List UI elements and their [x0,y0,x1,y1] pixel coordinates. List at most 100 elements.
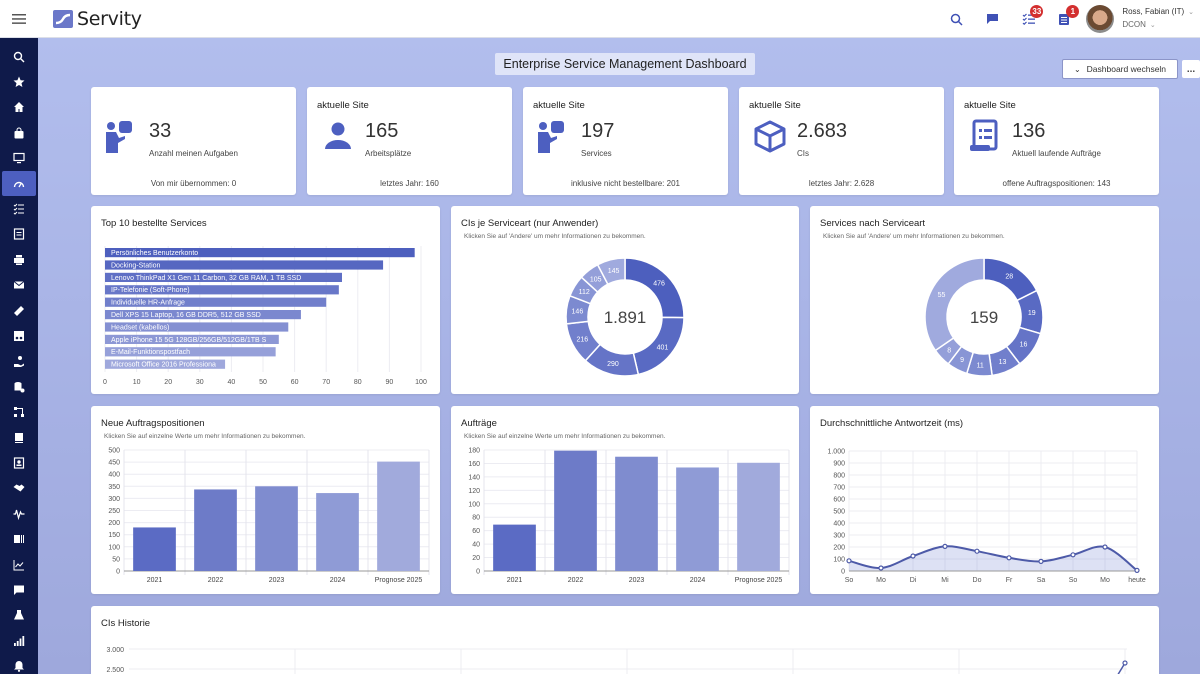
ci-history-card: CIs Historie 3.000 2.500 [91,606,1159,674]
gauge-icon [13,181,25,187]
kpi-card[interactable]: aktuelle Site 136 Aktuell laufende Aufträg… [954,87,1159,195]
ticket-icon [14,305,24,316]
x-tick-label: So [845,577,854,584]
bar [105,334,279,344]
sidebar-item-monitoring[interactable] [0,501,38,526]
orders-chart: 0 20 40 60 80 100 120 140 160 180 2021 2022 2023 2024… [468,448,790,584]
kpi-card[interactable]: aktuelle Site 2.683 CIs letztes Jahr: 2.628 [739,87,944,195]
sidebar-item-tasks[interactable] [0,196,38,221]
series-line [1117,662,1126,674]
data-point[interactable] [910,553,916,559]
x-tick-label: 90 [386,379,394,386]
sidebar-item-reports[interactable] [0,552,38,577]
donut-slice[interactable] [924,257,985,352]
kpi-site-label: aktuelle Site [749,100,801,111]
kpi-card[interactable]: aktuelle Site 165 Arbeitsplätze letztes Jah… [307,87,512,195]
sidebar-item-support[interactable] [0,349,38,374]
sidebar-item-catalog[interactable] [0,425,38,450]
sidebar-item-printer[interactable] [0,247,38,272]
orders-button[interactable]: 1 [1046,0,1082,38]
signal-icon [14,635,25,646]
app-logo[interactable]: Servity [53,8,142,30]
sidebar-item-lab[interactable] [0,603,38,628]
bar[interactable] [554,450,597,571]
kpi-footer: letztes Jahr: 160 [380,179,439,188]
sidebar-item-contacts[interactable] [0,450,38,475]
user-avatar[interactable] [1086,5,1115,33]
pulse-icon [13,509,25,520]
x-tick-label: Mo [1100,577,1110,584]
sidebar-item-tickets[interactable] [0,298,38,323]
data-point[interactable] [974,548,980,554]
x-tick-label: 20 [164,379,172,386]
kpi-card[interactable]: 33 Anzahl meinen Aufgaben Von mir übernomm… [91,87,296,195]
sidebar-item-favorites[interactable] [0,69,38,94]
bar [105,359,226,369]
donut-slice[interactable] [596,257,626,286]
chevron-down-icon: ⌄ [1188,9,1194,16]
bar[interactable] [493,524,536,571]
y-tick-label: 150 [108,532,120,539]
search-button[interactable] [938,0,974,38]
data-point[interactable] [942,543,948,549]
data-point[interactable] [1134,567,1140,573]
bar[interactable] [194,489,237,571]
bar[interactable] [615,456,658,571]
sidebar-item-dashboard[interactable] [2,170,36,197]
sidebar-item-contracts[interactable] [0,476,38,501]
chart-subtitle: Klicken Sie auf einzelne Werte um mehr I… [464,433,666,440]
kpi-value: 197 [581,120,615,142]
more-options-button[interactable]: ... [1182,60,1200,78]
sidebar-item-shop[interactable] [0,120,38,145]
sidebar-item-notifications[interactable] [0,653,38,674]
slice-label: 11 [977,362,984,369]
sidebar-item-workflow[interactable] [0,399,38,424]
dashboard-switch-label: Dashboard wechseln [1086,64,1167,74]
slice-label: 55 [938,292,946,299]
bar[interactable] [316,493,359,571]
data-point[interactable] [1070,552,1076,558]
bar[interactable] [737,462,780,571]
sidebar-item-statistics[interactable] [0,628,38,653]
person-presenting-icon [538,121,564,153]
user-menu[interactable]: Ross, Fabian (IT) ⌄ DCON ⌄ [1122,6,1194,32]
bar[interactable] [377,461,420,571]
data-point[interactable] [1038,558,1044,564]
workflow-icon [14,407,24,418]
chevron-down-icon: ⌄ [1149,22,1156,29]
sidebar-item-search[interactable] [0,44,38,69]
sidebar-item-assets[interactable] [0,323,38,348]
chat-button[interactable] [974,0,1010,38]
x-tick-label: 50 [259,379,267,386]
bar-label: Headset (kabellos) [111,324,169,331]
data-point[interactable] [1102,544,1108,550]
data-point[interactable] [878,565,884,571]
sidebar-item-home[interactable] [0,95,38,120]
data-point[interactable] [1006,555,1012,561]
bar[interactable] [676,467,719,571]
ci-history-chart: 3.000 2.500 [106,647,1128,674]
hand-support-icon [14,356,24,368]
tasks-button[interactable]: 33 [1010,0,1046,38]
sidebar-item-database[interactable] [0,374,38,399]
bar [105,285,339,295]
data-point[interactable] [1122,660,1128,666]
sidebar-item-inventory[interactable] [0,526,38,551]
x-tick-label: Prognose 2025 [375,577,423,584]
y-tick-label: 100 [108,544,120,551]
sidebar-item-orders[interactable] [0,222,38,247]
menu-button[interactable] [0,0,38,38]
bar[interactable] [255,486,298,571]
sidebar-item-monitor[interactable] [0,146,38,171]
sidebar-item-mail[interactable] [0,273,38,298]
dashboard-switch-button[interactable]: ⌄ Dashboard wechseln [1062,59,1178,79]
kpi-card[interactable]: aktuelle Site 197 Services inklusive nicht … [523,87,728,195]
sidebar-item-messages[interactable] [0,577,38,602]
new-order-items-card: Neue Auftragspositionen Klicken Sie auf … [91,406,440,594]
data-point[interactable] [846,558,852,564]
response-time-chart: 0 100 200 300 400 500 600 700 800 900 1.000 So Mo Di M… [827,449,1145,585]
bar[interactable] [133,527,176,571]
y-tick-label: 0 [116,569,120,576]
y-tick-label: 160 [468,461,480,468]
y-tick-label: 2.500 [106,667,124,674]
